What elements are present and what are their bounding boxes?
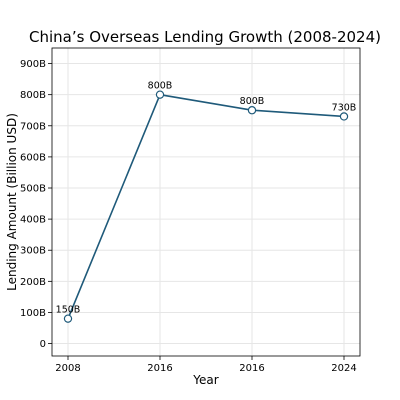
y-tick-label: 100B bbox=[20, 308, 46, 319]
data-label: 150B bbox=[56, 305, 81, 316]
y-tick-label: 800B bbox=[20, 90, 46, 101]
plot-frame bbox=[51, 47, 361, 357]
data-point bbox=[155, 90, 165, 99]
y-tick-label: 0 bbox=[40, 339, 46, 350]
y-tick-label: 400B bbox=[20, 215, 46, 226]
data-label: 730B bbox=[332, 102, 357, 113]
x-tick-label: 2024 bbox=[331, 363, 356, 374]
y-axis-label: Lending Amount (Billion USD) bbox=[5, 113, 19, 291]
y-tick-label: 300B bbox=[20, 246, 46, 257]
x-tick-label: 2016 bbox=[147, 363, 172, 374]
y-tick-label: 500B bbox=[20, 184, 46, 195]
grid bbox=[52, 48, 360, 356]
data-point bbox=[247, 106, 257, 115]
data-label: 800B bbox=[240, 96, 265, 107]
data-label: 800B bbox=[148, 81, 173, 92]
series: 150B 800B 800B 730B bbox=[56, 81, 357, 323]
x-axis-label: Year bbox=[192, 373, 218, 387]
x-tick-label: 2008 bbox=[55, 363, 80, 374]
y-tick-label: 900B bbox=[20, 59, 46, 70]
y-tick-label: 700B bbox=[20, 121, 46, 132]
x-tick-label: 2016 bbox=[239, 363, 264, 374]
chart-title: China’s Overseas Lending Growth (2008-20… bbox=[29, 28, 381, 46]
y-axis: 0 100B 200B 300B 400B 500B 600B 700B 800B 900B bbox=[20, 59, 52, 350]
data-point bbox=[63, 314, 73, 323]
y-tick-label: 600B bbox=[20, 152, 46, 163]
y-tick-label: 200B bbox=[20, 277, 46, 288]
series-line bbox=[67, 93, 345, 319]
x-axis: 2008 2016 2016 2024 bbox=[55, 356, 357, 374]
data-point bbox=[339, 112, 349, 121]
